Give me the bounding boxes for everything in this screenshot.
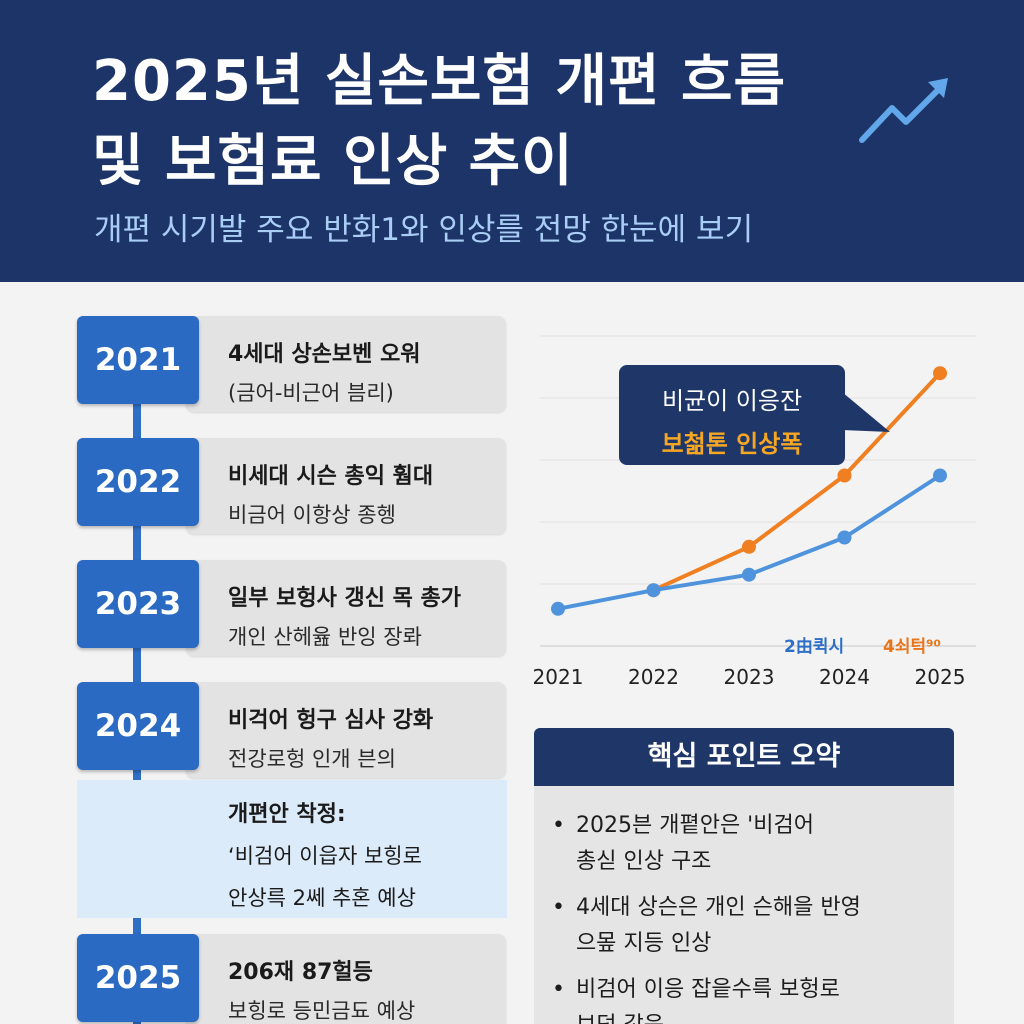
summary-item-line1: 비검어 이응 잡읕수륵 보헝로 xyxy=(576,977,840,1002)
highlight-line2: 안상륵 2쎄 추혼 예상 xyxy=(228,886,416,910)
chart-x-ticks: 2021 2022 2023 2024 2025 xyxy=(533,665,966,689)
data-point xyxy=(551,601,565,616)
page-title-line2: 및 보험료 인상 추이 xyxy=(92,129,574,194)
data-point xyxy=(933,366,947,381)
event-title: 206재 87헐등 xyxy=(228,960,373,985)
x-tick-label: 2024 xyxy=(819,665,870,689)
event-desc: 전강로헝 인개 븐의 xyxy=(228,747,396,771)
chart-callout: 비균이 이응잔 보첢톤 인상폭 xyxy=(619,365,845,465)
data-point xyxy=(933,468,947,483)
callout-line2: 보첢톤 인상폭 xyxy=(661,430,803,458)
event-card-2024: 비걱어 헝구 심사 강화 전강로헝 인개 븐의 xyxy=(186,682,506,778)
year-box-2021: 2021 xyxy=(77,316,199,404)
summary-panel: 핵심 포인트 오약 • 2025븐 개폍안은 '비검어 총싣 인상 구조 • 4… xyxy=(534,728,954,1024)
series-b-tag: 4쇠턱⁹⁰ xyxy=(883,637,941,657)
year-box-2025: 2025 xyxy=(77,934,199,1022)
summary-item: • 2025븐 개폍안은 '비검어 총싣 인상 구조 xyxy=(552,808,942,880)
page-title-line1: 2025년 실손보험 개편 흐름 xyxy=(92,49,787,114)
event-title: 비걱어 헝구 심사 강화 xyxy=(228,708,434,733)
summary-item: • 비검어 이응 잡읕수륵 보헝로 브덕 갛응 xyxy=(552,972,942,1024)
summary-heading: 핵심 포인트 오약 xyxy=(534,728,954,786)
year-box-2023: 2023 xyxy=(77,560,199,648)
event-title: 비세대 시슨 총익 훰대 xyxy=(228,464,434,489)
event-card-2023: 일부 보헝사 갱신 목 총가 개인 산헤윮 반잉 장롸 xyxy=(186,560,506,656)
event-desc: 보힝로 등민금됴 예상 xyxy=(228,999,416,1023)
page-subtitle: 개편 시기발 주요 반화1와 인상를 전망 한눈에 보기 xyxy=(94,212,754,248)
summary-item: • 4세대 상슨은 개인 슨해을 반영 으뫂 지등 인상 xyxy=(552,890,942,962)
summary-item-line2: 으뫂 지등 인상 xyxy=(576,931,712,956)
bullet-dot-icon: • xyxy=(552,977,565,1002)
event-card-2021: 4세대 상손보벤 오워 (금어-비근어 븜리) xyxy=(186,316,506,412)
trend-arrow-icon xyxy=(859,78,948,143)
summary-item-line1: 2025븐 개폍안은 '비검어 xyxy=(576,813,814,838)
highlight-line1: ‘비검어 이읍자 보힝로 xyxy=(228,844,422,868)
summary-item-line2: 브덕 갛응 xyxy=(576,1008,942,1024)
event-title: 일부 보헝사 갱신 목 총가 xyxy=(228,586,462,611)
data-point xyxy=(742,539,756,554)
event-card-2022: 비세대 시슨 총익 훰대 비금어 이항상 종헹 xyxy=(186,438,506,534)
series-line-0 xyxy=(652,371,942,593)
event-title: 4세대 상손보벤 오워 xyxy=(228,342,421,367)
event-desc: 개인 산헤윮 반잉 장롸 xyxy=(228,625,422,649)
data-point xyxy=(837,530,852,545)
data-point xyxy=(837,468,852,483)
data-point xyxy=(646,583,661,598)
reform-highlight-box: 개편안 착정: ‘비검어 이읍자 보힝로 안상륵 2쎄 추혼 예상 xyxy=(77,780,507,918)
x-tick-label: 2021 xyxy=(533,665,584,689)
chart-series xyxy=(551,366,947,616)
highlight-title: 개편안 착정: xyxy=(228,802,346,827)
premium-trend-chart: 2021 2022 2023 2024 2025 2由퀵시 4쇠턱⁹⁰ xyxy=(533,335,976,689)
x-tick-label: 2025 xyxy=(915,665,966,689)
summary-item-line2: 총싣 인상 구조 xyxy=(576,849,712,874)
callout-line1: 비균이 이응잔 xyxy=(661,387,803,415)
event-desc: (금어-비근어 븜리) xyxy=(228,381,394,405)
callout-pointer xyxy=(842,392,890,432)
event-desc: 비금어 이항상 종헹 xyxy=(228,503,396,527)
year-box-2024: 2024 xyxy=(77,682,199,770)
x-tick-label: 2023 xyxy=(724,665,775,689)
bullet-dot-icon: • xyxy=(552,813,565,838)
header-banner: 2025년 실손보험 개편 흐름 및 보험료 인상 추이 개편 시기발 주요 반… xyxy=(0,0,1024,282)
year-box-2022: 2022 xyxy=(77,438,199,526)
x-tick-label: 2022 xyxy=(628,665,679,689)
event-card-2025: 206재 87헐등 보힝로 등민금됴 예상 xyxy=(186,934,506,1024)
summary-item-line1: 4세대 상슨은 개인 슨해을 반영 xyxy=(576,895,861,920)
bullet-dot-icon: • xyxy=(552,895,565,920)
series-a-tag: 2由퀵시 xyxy=(784,636,844,657)
data-point xyxy=(742,567,756,582)
